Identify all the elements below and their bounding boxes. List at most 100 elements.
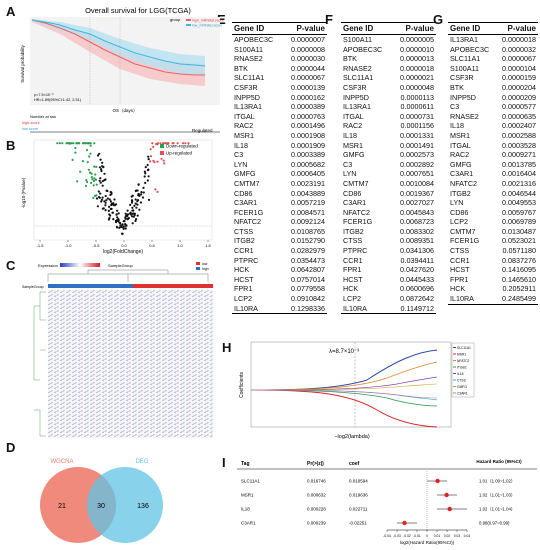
volcano-points xyxy=(56,142,190,235)
gene-id: APOBEC3C xyxy=(343,44,383,54)
forest-tag: IL18 xyxy=(241,507,250,512)
volcano-xtick-label: 0.0 xyxy=(121,243,127,248)
table-g-row: APOBEC3C 0.0000032 xyxy=(448,45,538,55)
volcano-point xyxy=(124,212,127,215)
volcano-point xyxy=(136,199,140,202)
km-legend-high-swatch xyxy=(186,19,191,21)
table-f-row: MSR1 0.0001491 xyxy=(341,141,436,151)
volcano-point xyxy=(131,215,134,218)
p-value: 0.0341306 xyxy=(400,246,434,256)
table-e-row: INPP5D 0.0000162 xyxy=(232,93,327,103)
gene-id: IL10RA xyxy=(234,303,258,313)
km-xlabel: OS（days） xyxy=(112,108,137,113)
gene-id: BTK xyxy=(234,63,248,73)
volcano-point xyxy=(61,142,64,145)
forest-xtick-label: 0.01 xyxy=(434,534,441,538)
table-f-row: RAC2 0.0001156 xyxy=(341,121,436,131)
km-regulated-label: Regulated xyxy=(192,128,213,133)
gene-id: LYN xyxy=(234,159,248,169)
volcano-point xyxy=(110,192,113,195)
gene-id: HCST xyxy=(234,274,254,284)
volcano-point xyxy=(98,196,101,199)
volcano-point xyxy=(86,180,89,184)
table-e: Gene ID P-value APOBEC3C 0.0000007 S100A11 0… xyxy=(232,22,327,315)
volcano-point xyxy=(172,142,175,145)
forest-p: 0.000632 xyxy=(307,493,326,498)
table-f-row: BTK 0.0000013 xyxy=(341,54,436,64)
lasso-frame xyxy=(250,341,452,428)
table-g-row: ITGAL 0.0003528 xyxy=(448,141,538,151)
gene-id: LYN xyxy=(450,198,464,208)
gene-id: IL13RA1 xyxy=(343,102,371,112)
p-value: 0.0910842 xyxy=(291,294,325,304)
venn-left-title: WGCNA xyxy=(51,459,74,465)
forest-hr: 0.98(0.97~0.99) xyxy=(479,521,510,526)
volcano-point xyxy=(132,212,135,215)
p-value: 0.0000021 xyxy=(400,73,434,83)
panel-label-d: D xyxy=(6,440,16,455)
volcano-point xyxy=(108,205,111,208)
gene-id: S100A11 xyxy=(234,44,264,54)
forest-xtick-label: 0.03 xyxy=(454,534,461,538)
volcano-point xyxy=(144,166,147,169)
volcano-point xyxy=(98,179,101,182)
volcano-point xyxy=(58,142,62,145)
volcano-xtick-label: 0.5 xyxy=(149,243,155,248)
volcano-point xyxy=(101,196,104,199)
table-f-row: CD86 0.0019367 xyxy=(341,189,436,199)
volcano-point xyxy=(152,145,155,148)
volcano-point xyxy=(94,178,98,181)
gene-id: HCST xyxy=(343,274,363,284)
gene-id: SLC11A1 xyxy=(450,54,481,64)
table-g-row: IL18 0.0002407 xyxy=(448,121,538,131)
table-f-row: LYN 0.0007651 xyxy=(341,169,436,179)
gene-id: CD86 xyxy=(234,188,253,198)
lasso-legend-item: SLC11A1 xyxy=(457,346,471,350)
lasso-xlabel: −log2(lambda) xyxy=(334,434,369,440)
heatmap-row-label: SampleGroup xyxy=(22,285,44,289)
table-g-row: GMFG 0.0013785 xyxy=(448,160,538,170)
lasso-path-8 xyxy=(250,389,438,399)
table-g-row: CSF3R 0.0000159 xyxy=(448,73,538,83)
p-value: 0.0000032 xyxy=(502,44,536,54)
volcano-point xyxy=(147,158,150,161)
venn-right-circle xyxy=(87,467,163,543)
table-e-row: CSF3R 0.0000139 xyxy=(232,83,327,93)
table-f-row: IL10RA 0.1149712 xyxy=(341,304,436,314)
forest-xlabel: log2(Hazard Ratio(95%CI)) xyxy=(400,540,455,545)
volcano-point xyxy=(126,209,129,212)
volcano-point xyxy=(184,142,187,145)
volcano-xtick-label: -0.5 xyxy=(93,243,101,248)
volcano-point xyxy=(74,151,77,154)
p-value: 0.1149712 xyxy=(400,303,434,313)
volcano-point xyxy=(77,142,80,145)
volcano-legend-down-swatch xyxy=(160,144,164,148)
gene-id: NFATC2 xyxy=(343,207,371,217)
gene-id: C3AR1 xyxy=(343,198,367,208)
gene-id: C3AR1 xyxy=(450,169,474,179)
table-f-row: IL13RA1 0.0000611 xyxy=(341,102,436,112)
forest-col-p: Pr(>|z|) xyxy=(307,461,324,467)
forest-col-tag: Tag xyxy=(241,461,250,467)
gene-id: FCER1G xyxy=(450,236,480,246)
gene-id: LCP2 xyxy=(450,217,468,227)
gene-id: NFATC2 xyxy=(450,178,478,188)
volcano-point xyxy=(149,155,153,158)
volcano-point xyxy=(131,206,134,209)
volcano-point xyxy=(153,161,156,164)
volcano-point xyxy=(109,200,112,203)
volcano-ylabel: -log10 (Pvalue) xyxy=(21,177,26,208)
gene-id: CD86 xyxy=(450,207,469,217)
volcano-point xyxy=(89,142,92,145)
table-f-row: INPP5D 0.0000113 xyxy=(341,93,436,103)
table-f-row: CTSS 0.0089351 xyxy=(341,236,436,246)
volcano-point xyxy=(151,142,154,145)
volcano-point xyxy=(164,142,167,145)
table-e-row: CTSS 0.0108765 xyxy=(232,227,327,237)
table-g-row: CD86 0.0059767 xyxy=(448,208,538,218)
gene-id: CTSS xyxy=(343,236,363,246)
volcano-point xyxy=(92,196,95,199)
gene-id: PTPRC xyxy=(343,246,368,256)
volcano-point xyxy=(111,211,114,214)
table-f-row: GMFG 0.0002573 xyxy=(341,150,436,160)
